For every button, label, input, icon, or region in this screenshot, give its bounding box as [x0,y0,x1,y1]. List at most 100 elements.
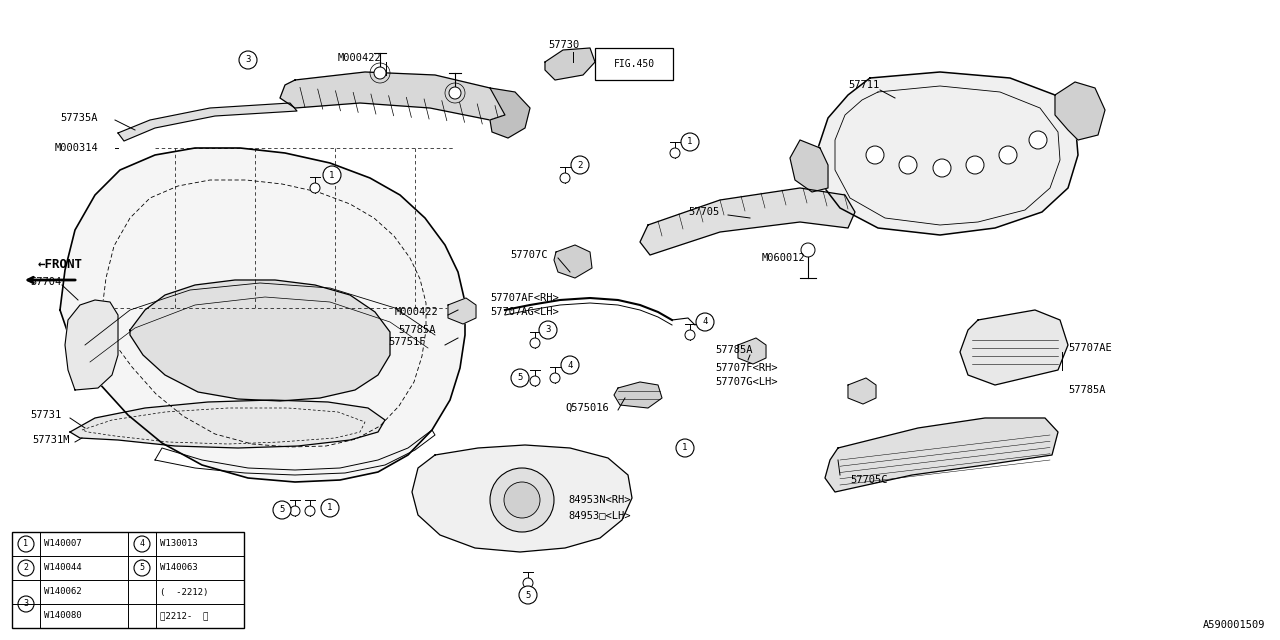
Text: M000422: M000422 [338,53,381,63]
Polygon shape [448,298,476,324]
Polygon shape [826,418,1059,492]
Polygon shape [614,382,662,408]
Text: M060012: M060012 [762,253,805,263]
Text: 57707AF<RH>: 57707AF<RH> [490,293,559,303]
Text: ←FRONT: ←FRONT [37,259,82,271]
Text: 4: 4 [703,317,708,326]
Text: M000422: M000422 [396,307,439,317]
Text: 〨2212-  〩: 〨2212- 〩 [160,611,209,621]
Text: FIG.450: FIG.450 [613,59,654,69]
Bar [12,532,244,628]
Circle shape [933,159,951,177]
Text: 1: 1 [23,540,28,548]
Text: 3: 3 [545,326,550,335]
Bar [595,48,673,80]
Text: A590001509: A590001509 [1202,620,1265,630]
Text: 1: 1 [329,170,334,179]
Circle shape [681,133,699,151]
Text: 57704: 57704 [29,277,61,287]
Circle shape [867,146,884,164]
Text: W140080: W140080 [44,611,82,621]
Text: 2: 2 [23,563,28,573]
Text: 57735A: 57735A [60,113,97,123]
Circle shape [449,87,461,99]
Polygon shape [280,72,509,120]
Text: 1: 1 [682,444,687,452]
Polygon shape [1055,82,1105,140]
Polygon shape [131,280,390,401]
Text: 5: 5 [525,591,531,600]
Polygon shape [490,88,530,138]
Text: 5: 5 [279,506,284,515]
Circle shape [1029,131,1047,149]
Text: 57785A: 57785A [716,345,753,355]
Circle shape [685,330,695,340]
Text: 1: 1 [328,504,333,513]
Circle shape [504,482,540,518]
Polygon shape [739,338,765,364]
Circle shape [524,578,532,588]
Text: 3: 3 [23,600,28,609]
Polygon shape [70,400,385,448]
Circle shape [18,560,35,576]
Text: 57707AE: 57707AE [1068,343,1112,353]
Circle shape [511,369,529,387]
Text: 57707C: 57707C [509,250,548,260]
Text: W140062: W140062 [44,588,82,596]
Circle shape [374,67,387,79]
Text: 57711: 57711 [849,80,879,90]
Text: 57705C: 57705C [850,475,887,485]
Text: 5: 5 [140,563,145,573]
Text: 57707F<RH>: 57707F<RH> [716,363,777,373]
Circle shape [669,148,680,158]
Text: 2: 2 [577,161,582,170]
Polygon shape [849,378,876,404]
Circle shape [966,156,984,174]
Circle shape [571,156,589,174]
Circle shape [490,468,554,532]
Text: 57785A: 57785A [398,325,435,335]
Polygon shape [640,188,855,255]
Text: M000314: M000314 [55,143,99,153]
Circle shape [550,373,561,383]
Text: 84953□<LH>: 84953□<LH> [568,510,631,520]
Text: W140063: W140063 [160,563,197,573]
Circle shape [273,501,291,519]
Text: W140007: W140007 [44,540,82,548]
Circle shape [321,499,339,517]
Polygon shape [818,72,1078,235]
Text: 3: 3 [246,56,251,65]
Circle shape [696,313,714,331]
Polygon shape [554,245,591,278]
Text: 57730: 57730 [548,40,580,50]
Text: 57707G<LH>: 57707G<LH> [716,377,777,387]
Text: 57731: 57731 [29,410,61,420]
Text: 57705: 57705 [689,207,719,217]
Text: W140044: W140044 [44,563,82,573]
Circle shape [530,376,540,386]
Text: 84953N<RH>: 84953N<RH> [568,495,631,505]
Circle shape [676,439,694,457]
Text: Q575016: Q575016 [564,403,609,413]
Polygon shape [412,445,632,552]
Circle shape [899,156,916,174]
Circle shape [539,321,557,339]
Text: 57707AG<LH>: 57707AG<LH> [490,307,559,317]
Circle shape [801,243,815,257]
Circle shape [305,506,315,516]
Text: 4: 4 [140,540,145,548]
Text: 4: 4 [567,360,572,369]
Circle shape [530,338,540,348]
Circle shape [561,356,579,374]
Circle shape [134,560,150,576]
Circle shape [134,536,150,552]
Text: 57785A: 57785A [1068,385,1106,395]
Polygon shape [60,148,465,482]
Circle shape [291,506,300,516]
Circle shape [323,166,340,184]
Text: W130013: W130013 [160,540,197,548]
Circle shape [561,173,570,183]
Text: 1: 1 [687,138,692,147]
Circle shape [998,146,1018,164]
Text: 57731M: 57731M [32,435,69,445]
